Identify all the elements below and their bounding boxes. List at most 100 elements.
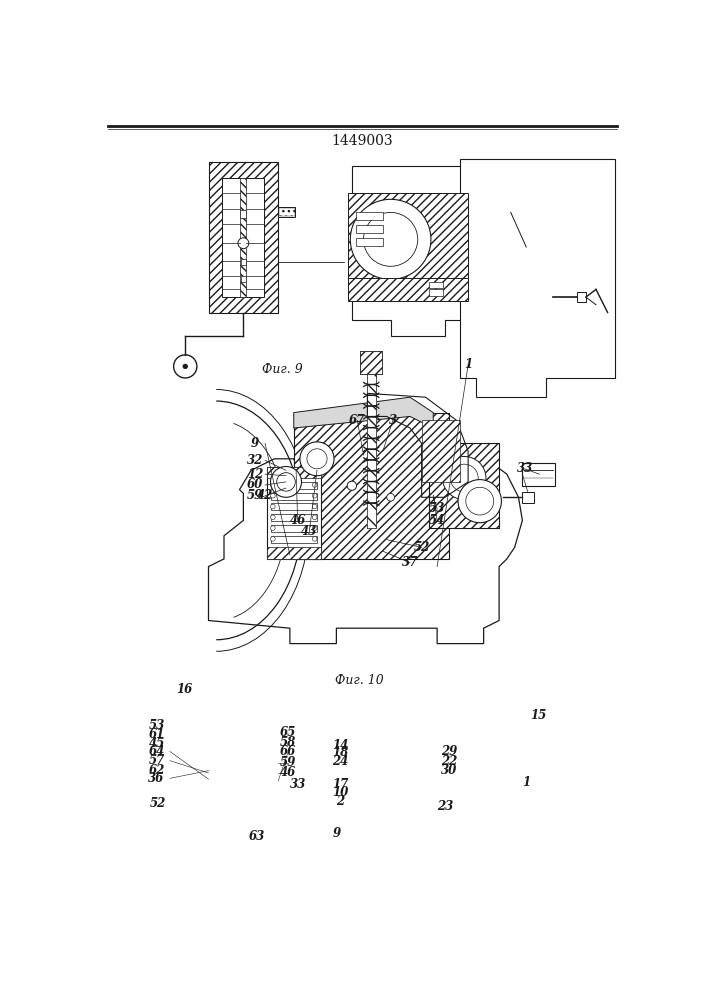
Text: 59: 59 [247,489,263,502]
Bar [279,207,296,217]
Circle shape [271,526,275,530]
Text: 53: 53 [429,502,445,515]
Bar [279,208,295,216]
Text: 66: 66 [280,745,296,758]
Text: 60: 60 [247,478,263,491]
Text: 59: 59 [280,756,296,769]
Circle shape [183,364,187,369]
Text: 12: 12 [247,468,263,481]
Text: 67: 67 [349,414,366,427]
Circle shape [351,199,431,279]
Text: 3: 3 [389,414,397,427]
Polygon shape [209,455,522,644]
Circle shape [312,515,317,520]
Text: 42: 42 [257,489,273,502]
Text: Фиг. 10: Фиг. 10 [335,674,384,687]
Text: 37: 37 [402,556,418,569]
Text: 10: 10 [332,786,349,799]
Text: 1: 1 [522,776,530,789]
Bar [271,482,317,489]
Text: 18: 18 [332,746,349,759]
Text: 62: 62 [148,764,165,777]
Text: 22: 22 [440,755,457,768]
Bar [429,282,443,288]
Bar [429,443,499,528]
Circle shape [312,537,317,541]
Circle shape [238,238,249,249]
Text: 54: 54 [429,514,445,527]
Text: 57: 57 [148,754,165,767]
Circle shape [312,493,317,498]
Bar [271,493,317,500]
Text: 1449003: 1449003 [331,134,393,148]
Circle shape [387,493,395,501]
Circle shape [300,442,334,476]
Bar [271,514,317,521]
Circle shape [312,483,317,487]
Bar [271,503,317,510]
Text: 33: 33 [289,778,305,791]
Polygon shape [293,397,433,428]
Bar [522,492,534,503]
Polygon shape [460,158,615,397]
Circle shape [443,456,486,500]
Circle shape [271,537,275,541]
Circle shape [271,504,275,509]
Text: 23: 23 [437,800,453,813]
Bar [361,351,382,374]
Text: 61: 61 [148,728,165,741]
Circle shape [307,449,327,469]
Bar [361,351,382,374]
Text: 2: 2 [337,795,344,808]
Text: Фиг. 9: Фиг. 9 [262,363,303,376]
Bar [240,210,247,218]
Text: 64: 64 [148,745,165,758]
Text: 45: 45 [148,737,165,750]
Text: 9: 9 [251,437,259,450]
Text: 16: 16 [176,683,192,696]
Circle shape [312,504,317,509]
Text: 63: 63 [249,830,265,843]
Text: 36: 36 [148,772,165,785]
Text: 46: 46 [280,766,296,779]
Circle shape [312,526,317,530]
Text: 33: 33 [517,462,533,475]
Bar [267,547,321,559]
Bar [267,466,321,478]
Text: 43: 43 [301,525,317,538]
Bar [429,443,499,528]
Bar [293,413,449,559]
Circle shape [271,493,275,498]
Text: 30: 30 [440,764,457,777]
Circle shape [271,483,275,487]
Text: 46: 46 [289,514,305,527]
Circle shape [271,467,301,497]
Bar [577,292,586,302]
Bar [421,420,460,482]
Bar [367,374,376,528]
Text: 9: 9 [332,827,341,840]
Text: 58: 58 [280,736,296,749]
Circle shape [466,487,493,515]
Bar [348,278,468,301]
Circle shape [450,464,478,492]
Circle shape [276,473,296,491]
Text: 52: 52 [414,541,430,554]
Polygon shape [352,166,468,336]
Bar [271,525,317,532]
Circle shape [347,481,356,490]
Bar [348,193,468,297]
Text: 17: 17 [332,778,349,791]
Text: 24: 24 [332,755,349,768]
Text: 53: 53 [148,719,165,732]
Bar [367,374,376,528]
Text: 65: 65 [280,726,296,739]
Text: 14: 14 [332,739,349,752]
Bar [241,259,246,265]
Bar [240,178,247,297]
Text: 32: 32 [247,454,263,467]
Bar [271,536,317,543]
Bar [223,178,264,297]
Circle shape [174,355,197,378]
Bar [209,162,279,312]
